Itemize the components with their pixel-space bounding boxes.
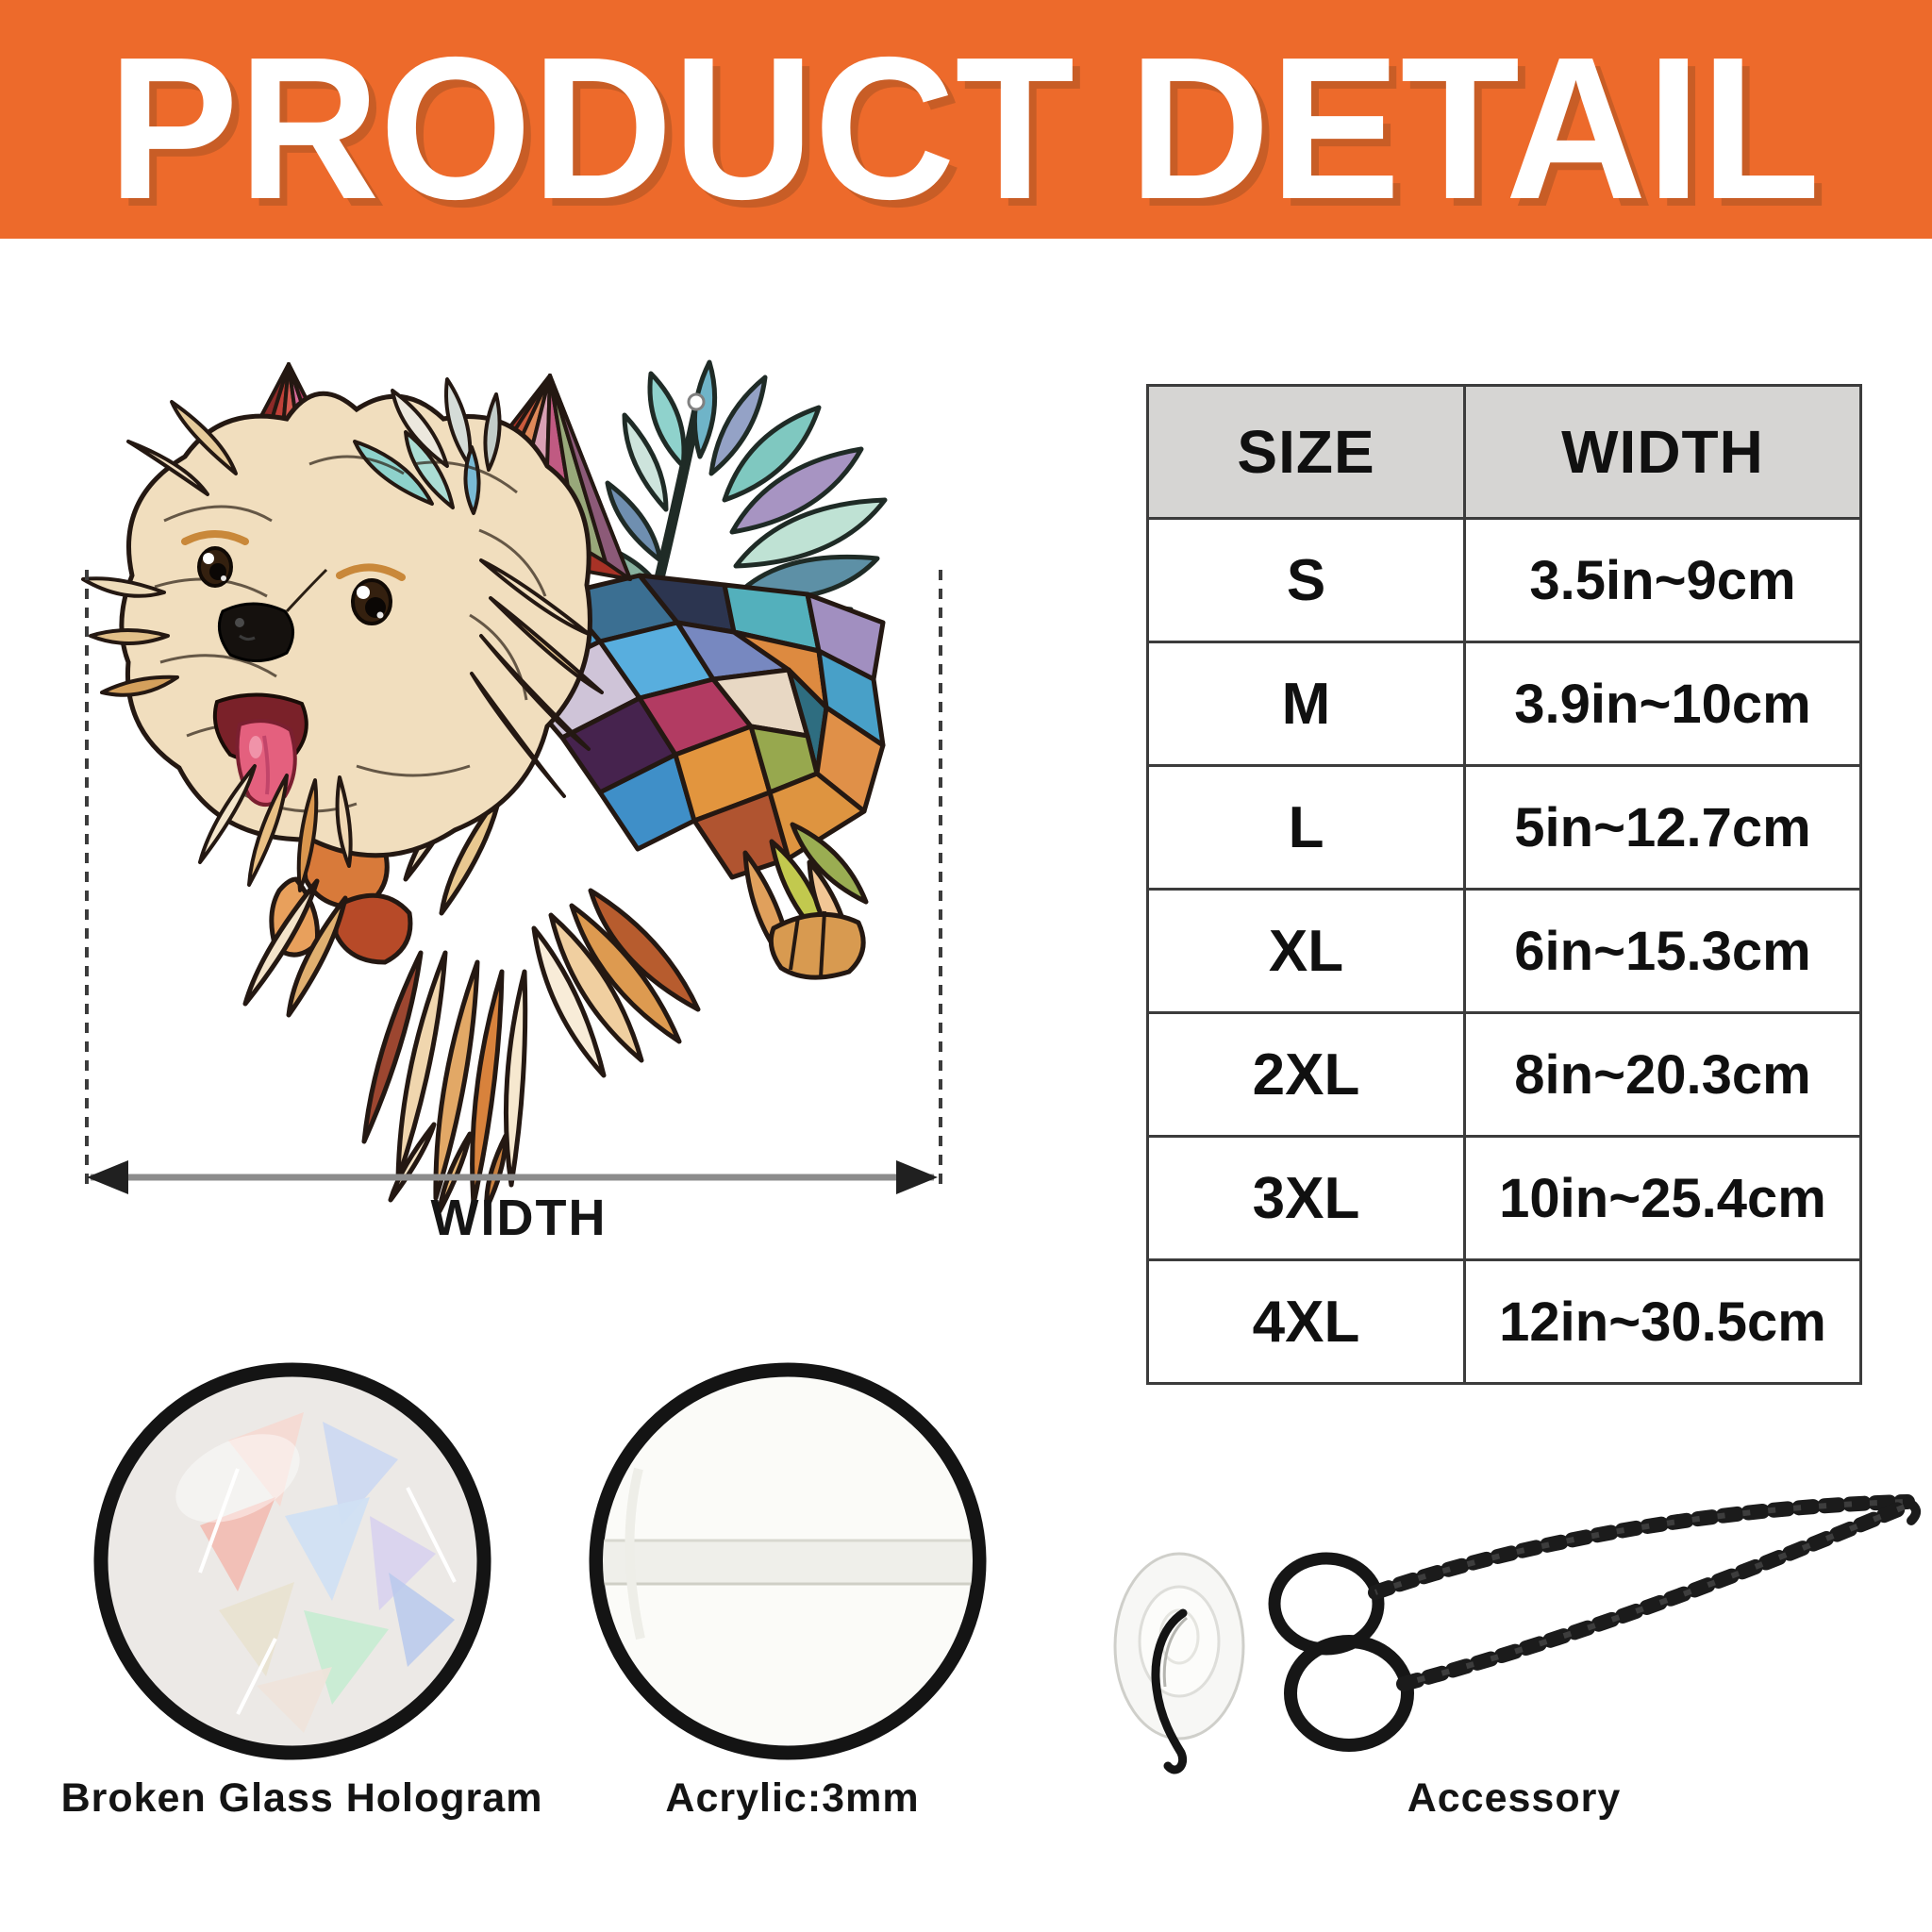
table-row: L 5in~12.7cm [1146, 764, 1862, 891]
hanging-hole [687, 392, 706, 411]
header-title-graphic: PRODUCT DETAIL PRODUCT DETAIL [108, 14, 1828, 239]
table-row: S 3.5in~9cm [1146, 517, 1862, 643]
acrylic-label: Acrylic:3mm [665, 1775, 920, 1821]
size-cell: XL [1146, 888, 1466, 1014]
stained-glass-dog-illustration [81, 359, 888, 1214]
width-cell: 8in~20.3cm [1463, 1011, 1862, 1138]
arrowhead-left [87, 1160, 128, 1194]
table-row: 4XL 12in~30.5cm [1146, 1258, 1862, 1385]
width-cell: 10in~25.4cm [1463, 1135, 1862, 1261]
hologram-disc-icon [93, 1362, 491, 1760]
table-row: XL 6in~15.3cm [1146, 888, 1862, 1014]
width-arrow [74, 1153, 951, 1202]
column-header-width: WIDTH [1463, 384, 1862, 520]
table-row: M 3.9in~10cm [1146, 641, 1862, 767]
size-chart-table: SIZE WIDTH S 3.5in~9cm M 3.9in~10cm L 5i… [1146, 384, 1862, 1385]
chain-icon [1268, 1494, 1922, 1752]
header-banner: PRODUCT DETAIL PRODUCT DETAIL [0, 0, 1932, 239]
table-row: 3XL 10in~25.4cm [1146, 1135, 1862, 1261]
size-cell: S [1146, 517, 1466, 643]
dog-rear-leg [742, 822, 869, 980]
column-header-size: SIZE [1146, 384, 1466, 520]
page-title: PRODUCT DETAIL [108, 14, 1821, 239]
suction-cup-icon [1113, 1552, 1245, 1774]
hologram-label: Broken Glass Hologram [60, 1775, 543, 1821]
dog-face [181, 530, 406, 892]
width-cell: 5in~12.7cm [1463, 764, 1862, 891]
size-cell: 4XL [1146, 1258, 1466, 1385]
size-cell: 2XL [1146, 1011, 1466, 1138]
dashed-guide-left [85, 570, 89, 1185]
dog-beard [198, 764, 353, 892]
table-row: 2XL 8in~20.3cm [1146, 1011, 1862, 1138]
metal-hook [1151, 1608, 1188, 1774]
size-cell: M [1146, 641, 1466, 767]
width-cell: 12in~30.5cm [1463, 1258, 1862, 1385]
dog-nose [217, 568, 328, 663]
accessory-label: Accessory [1407, 1775, 1622, 1821]
width-cell: 3.9in~10cm [1463, 641, 1862, 767]
size-cell: 3XL [1146, 1135, 1466, 1261]
dog-tail [605, 359, 888, 668]
acrylic-disc-icon [589, 1362, 987, 1760]
width-cell: 3.5in~9cm [1463, 517, 1862, 643]
dog-eyes [197, 546, 392, 625]
width-cell: 6in~15.3cm [1463, 888, 1862, 1014]
width-measure-label: WIDTH [430, 1190, 608, 1246]
size-chart-header-row: SIZE WIDTH [1146, 384, 1862, 520]
page-title-shadow: PRODUCT DETAIL [116, 22, 1828, 239]
size-cell: L [1146, 764, 1466, 891]
dashed-guide-right [939, 570, 942, 1185]
arrowhead-right [896, 1160, 938, 1194]
